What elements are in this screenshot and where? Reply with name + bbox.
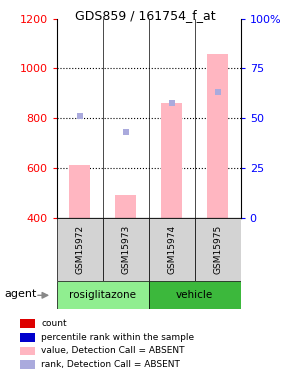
Bar	[207, 54, 228, 217]
Text: rosiglitazone: rosiglitazone	[69, 290, 136, 300]
Bar	[20, 360, 35, 369]
Bar	[20, 333, 35, 342]
Bar	[148, 281, 241, 309]
Text: GSM15975: GSM15975	[213, 225, 222, 274]
Bar	[148, 217, 195, 281]
Text: GSM15974: GSM15974	[167, 225, 176, 274]
Bar	[161, 103, 182, 218]
Text: GDS859 / 161754_f_at: GDS859 / 161754_f_at	[75, 9, 215, 22]
Bar	[57, 217, 103, 281]
Bar	[115, 195, 136, 217]
Bar	[195, 217, 241, 281]
Text: vehicle: vehicle	[176, 290, 213, 300]
Bar	[20, 320, 35, 328]
Text: count: count	[41, 319, 67, 328]
Text: rank, Detection Call = ABSENT: rank, Detection Call = ABSENT	[41, 360, 180, 369]
Bar	[69, 165, 90, 218]
Text: agent: agent	[5, 289, 37, 299]
Bar	[103, 217, 148, 281]
Bar	[57, 281, 148, 309]
Text: GSM15973: GSM15973	[121, 225, 130, 274]
Text: value, Detection Call = ABSENT: value, Detection Call = ABSENT	[41, 346, 185, 355]
Bar	[20, 346, 35, 355]
Text: percentile rank within the sample: percentile rank within the sample	[41, 333, 194, 342]
Text: GSM15972: GSM15972	[75, 225, 84, 274]
